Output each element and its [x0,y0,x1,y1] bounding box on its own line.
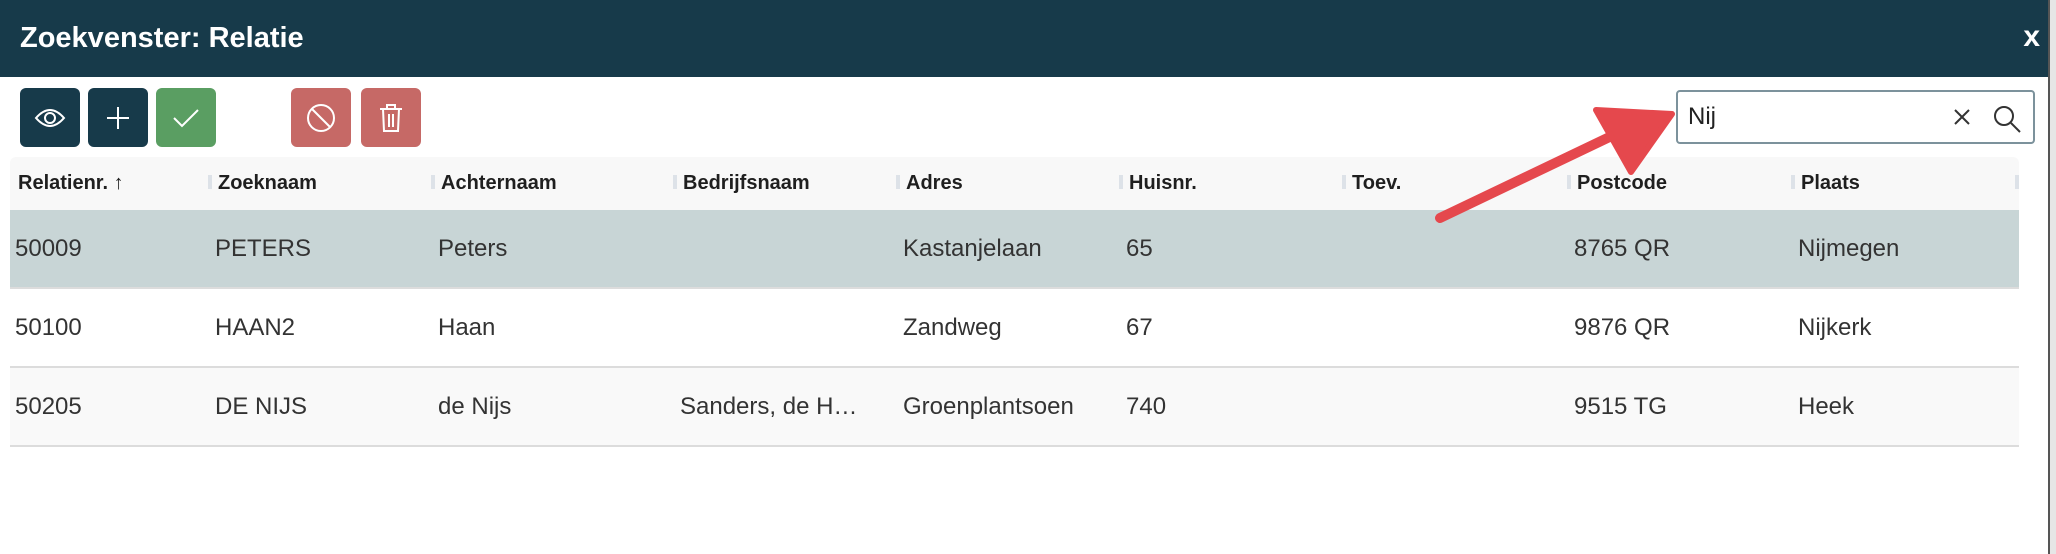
column-header-label: Adres [906,172,963,194]
cancel-button[interactable] [291,88,351,147]
table-header: Relatienr. ↑ Zoeknaam Achternaam Bedrijfsna… [10,157,2019,210]
cell-huisnr: 67 [1126,314,1153,341]
close-button[interactable]: x [2023,20,2040,53]
cell-relatienr: 50205 [15,393,82,420]
column-resize-handle[interactable] [1119,175,1123,189]
cell-postcode: 9515 TG [1574,393,1667,420]
results-table: Relatienr. ↑ Zoeknaam Achternaam Bedrijfsna… [10,157,2019,447]
cell-achternaam: Peters [438,235,508,262]
add-button[interactable] [88,88,148,147]
column-header-label: Bedrijfsnaam [683,172,810,194]
delete-button[interactable] [361,88,421,147]
column-header-label: Toev. [1352,172,1402,194]
cell-postcode: 8765 QR [1574,235,1671,262]
magnifier-icon[interactable] [1992,104,2022,134]
column-header-adres[interactable]: Adres [898,157,963,210]
cell-huisnr: 65 [1126,235,1153,262]
table-body: 50009 PETERS Peters Kastanjelaan 65 8765 QR Ni… [10,210,2019,447]
sort-ascending-icon: ↑ [108,172,124,194]
column-header-label: Zoeknaam [218,172,317,194]
column-resize-handle[interactable] [1342,175,1346,189]
ban-icon [307,103,335,132]
cell-achternaam: de Nijs [438,393,512,420]
column-header-zoeknaam[interactable]: Zoeknaam [210,157,317,210]
cell-plaats: Nijmegen [1798,235,1900,262]
column-header-label: Huisnr. [1129,172,1197,194]
cell-plaats: Nijkerk [1798,314,1872,341]
column-header-label: Relatienr. [18,172,109,194]
cell-achternaam: Haan [438,314,496,341]
cell-adres: Groenplantsoen [903,393,1074,420]
plus-icon [107,106,129,129]
cell-postcode: 9876 QR [1574,314,1671,341]
x-icon[interactable] [1949,104,1975,130]
table-row[interactable]: 50205 DE NIJS de Nijs Sanders, de H… Groenpl… [10,368,2019,447]
view-button[interactable] [20,88,80,147]
search-field[interactable] [1676,90,2035,144]
select-button[interactable] [156,88,216,147]
window-edge [2048,0,2056,554]
column-resize-handle[interactable] [673,175,677,189]
cell-bedrijfsnaam: Sanders, de H… [680,393,858,420]
column-header-label: Postcode [1577,172,1668,194]
eye-icon [34,108,66,127]
column-header-achternaam[interactable]: Achternaam [433,157,557,210]
dialog-title: Zoekvenster: Relatie [20,22,304,54]
trash-icon [380,103,402,132]
search-input[interactable] [1688,102,1938,132]
column-header-postcode[interactable]: Postcode [1569,157,1667,210]
cell-plaats: Heek [1798,393,1855,420]
cell-relatienr: 50100 [15,314,82,341]
column-header-bedrijfsnaam[interactable]: Bedrijfsnaam [675,157,810,210]
dialog-titlebar: Zoekvenster: Relatie x [0,0,2048,77]
cell-huisnr: 740 [1126,393,1167,420]
column-header-relatienr[interactable]: Relatienr. ↑ [10,157,124,210]
cell-zoeknaam: HAAN2 [215,314,296,341]
table-row[interactable]: 50009 PETERS Peters Kastanjelaan 65 8765 QR Ni… [10,210,2019,289]
column-resize-handle[interactable] [2015,175,2019,189]
column-resize-handle[interactable] [208,175,212,189]
cell-relatienr: 50009 [15,235,82,262]
column-resize-handle[interactable] [1791,175,1795,189]
column-header-plaats[interactable]: Plaats [1793,157,1860,210]
table-row[interactable]: 50100 HAAN2 Haan Zandweg 67 9876 QR Nijkerk [10,289,2019,368]
cell-zoeknaam: PETERS [215,235,312,262]
column-header-huisnr[interactable]: Huisnr. [1121,157,1197,210]
column-header-toev[interactable]: Toev. [1344,157,1401,210]
column-resize-handle[interactable] [431,175,435,189]
column-resize-handle[interactable] [896,175,900,189]
column-header-label: Plaats [1801,172,1860,194]
cell-adres: Zandweg [903,314,1002,341]
cell-zoeknaam: DE NIJS [215,393,308,420]
check-icon [173,108,199,127]
column-header-label: Achternaam [441,172,557,194]
cell-adres: Kastanjelaan [903,235,1042,262]
